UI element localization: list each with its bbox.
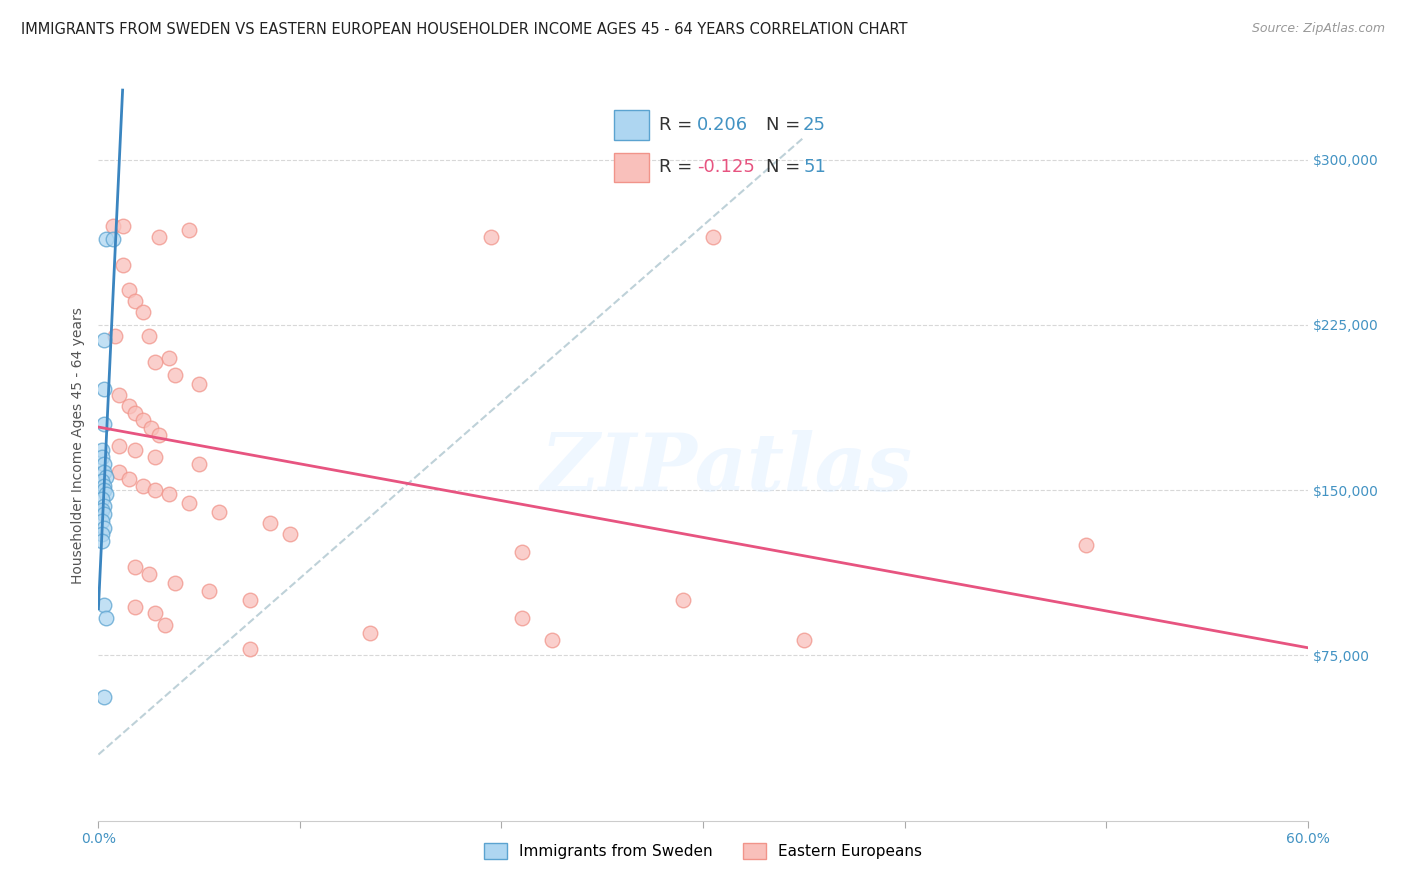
Point <box>118 472 141 486</box>
Point <box>111 219 134 233</box>
Point <box>93 598 115 612</box>
Point <box>107 466 129 480</box>
Point <box>124 293 146 308</box>
Point <box>93 333 115 347</box>
Point <box>278 527 301 541</box>
Point <box>93 466 115 480</box>
Point <box>91 527 114 541</box>
Point <box>179 496 201 510</box>
Point <box>793 632 815 647</box>
Point <box>91 450 114 464</box>
Text: ZIPatlas: ZIPatlas <box>541 430 914 508</box>
Point <box>124 560 146 574</box>
Point <box>188 457 211 471</box>
Point <box>96 470 118 484</box>
Point <box>93 520 115 534</box>
Point <box>93 478 115 492</box>
Point <box>96 487 118 501</box>
Point <box>118 283 141 297</box>
Point <box>138 328 160 343</box>
Point <box>153 617 176 632</box>
Point <box>132 304 155 318</box>
Point <box>107 388 129 402</box>
Point <box>107 439 129 453</box>
Point <box>148 428 170 442</box>
Legend: Immigrants from Sweden, Eastern Europeans: Immigrants from Sweden, Eastern European… <box>478 838 928 865</box>
Point <box>702 229 724 244</box>
Point <box>360 626 382 640</box>
Point <box>540 632 562 647</box>
Y-axis label: Householder Income Ages 45 - 64 years: Householder Income Ages 45 - 64 years <box>72 308 86 584</box>
Point <box>198 584 221 599</box>
Point <box>1074 538 1097 552</box>
Point <box>124 406 146 420</box>
Point <box>93 690 115 705</box>
Point <box>91 491 114 506</box>
Point <box>179 223 201 237</box>
Point <box>132 412 155 426</box>
Point <box>239 593 262 607</box>
Point <box>139 421 162 435</box>
Point <box>91 514 114 528</box>
Point <box>91 443 114 458</box>
Point <box>138 566 160 581</box>
Point <box>93 499 115 513</box>
Text: Source: ZipAtlas.com: Source: ZipAtlas.com <box>1251 22 1385 36</box>
Point <box>118 400 141 414</box>
Point <box>101 232 124 246</box>
Point <box>148 229 170 244</box>
Point <box>510 611 533 625</box>
Point <box>96 611 118 625</box>
Point <box>510 545 533 559</box>
Point <box>101 219 124 233</box>
Point <box>163 575 186 590</box>
Point <box>239 641 262 656</box>
Point <box>93 382 115 396</box>
Point <box>96 232 118 246</box>
Point <box>93 508 115 522</box>
Point <box>259 516 281 530</box>
Point <box>124 443 146 458</box>
Point <box>188 377 211 392</box>
Point <box>93 483 115 497</box>
Point <box>208 505 231 519</box>
Point <box>143 607 166 621</box>
Point <box>93 457 115 471</box>
Point <box>93 417 115 431</box>
Point <box>481 229 503 244</box>
Point <box>143 483 166 497</box>
Point <box>91 475 114 489</box>
Point <box>103 328 125 343</box>
Point <box>132 478 155 492</box>
Text: IMMIGRANTS FROM SWEDEN VS EASTERN EUROPEAN HOUSEHOLDER INCOME AGES 45 - 64 YEARS: IMMIGRANTS FROM SWEDEN VS EASTERN EUROPE… <box>21 22 908 37</box>
Point <box>143 450 166 464</box>
Point <box>157 487 180 501</box>
Point <box>163 368 186 383</box>
Point <box>143 355 166 369</box>
Point <box>157 351 180 365</box>
Point <box>91 533 114 548</box>
Point <box>111 258 134 272</box>
Point <box>124 599 146 614</box>
Point <box>672 593 695 607</box>
Point <box>91 503 114 517</box>
